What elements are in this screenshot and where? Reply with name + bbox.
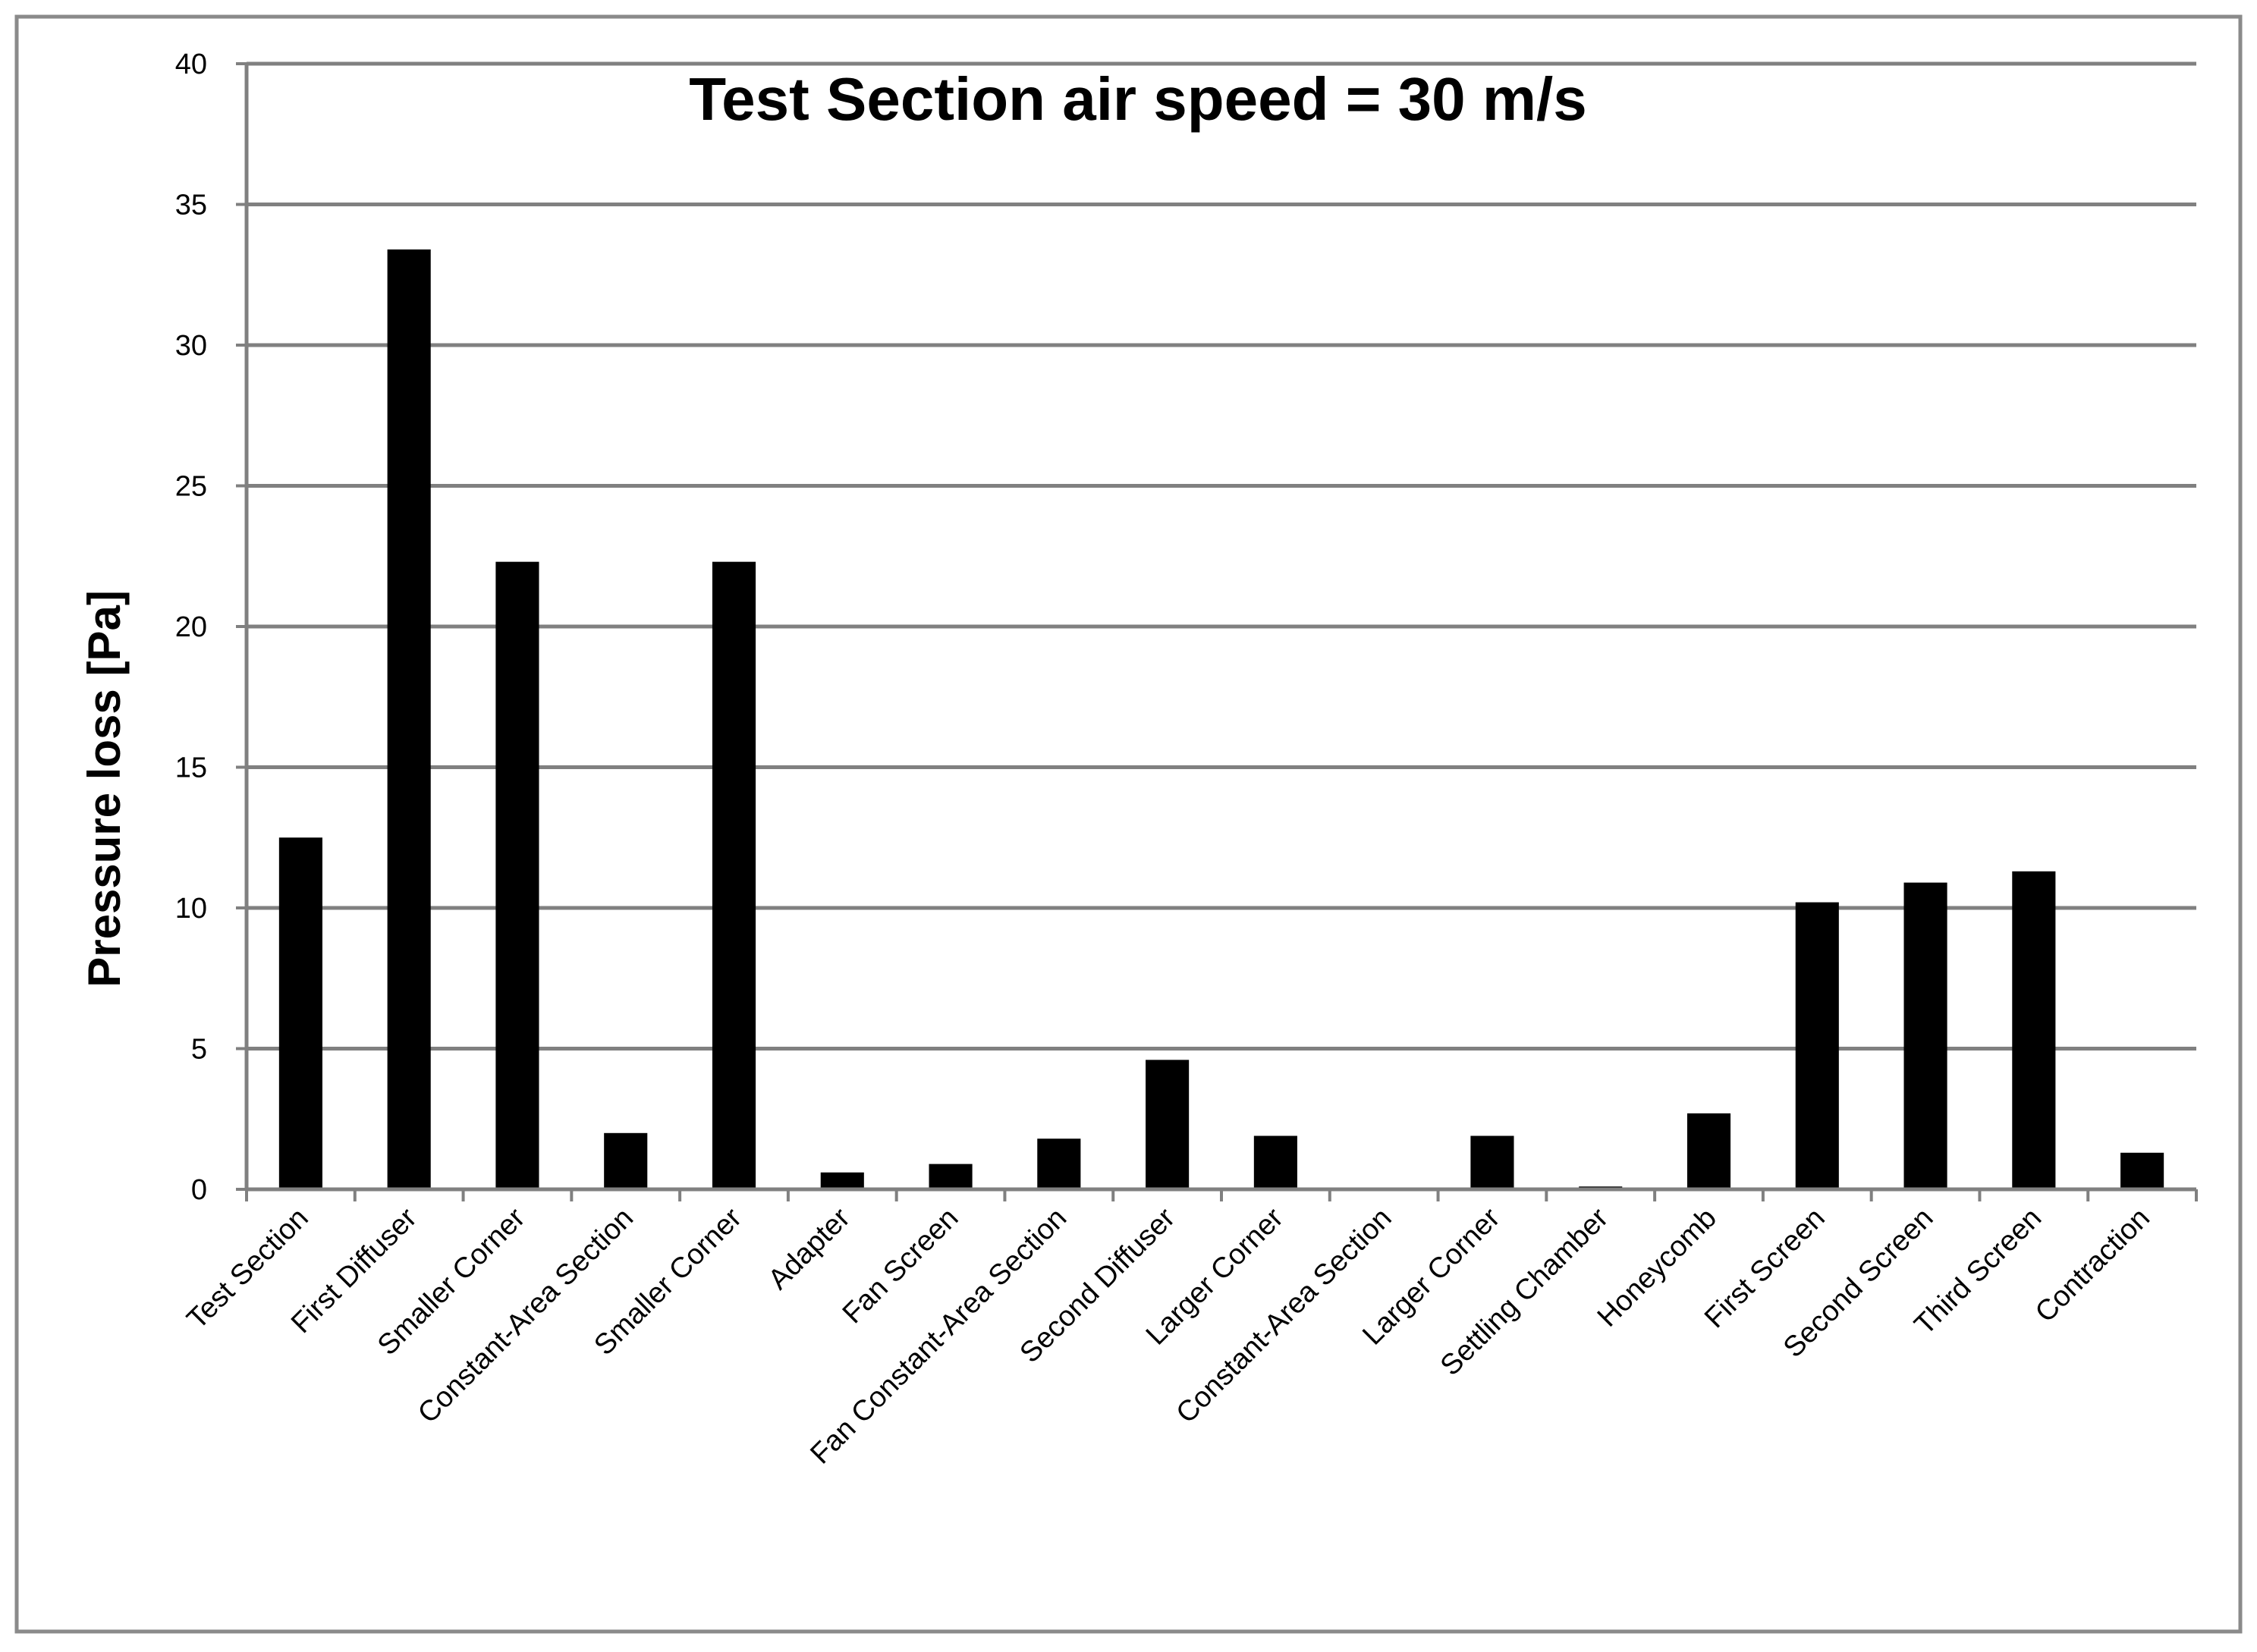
y-tick-label: 10 — [175, 893, 207, 925]
y-tick-label: 35 — [175, 190, 207, 221]
bar — [1903, 882, 1947, 1189]
bar — [2120, 1152, 2164, 1189]
y-tick-label: 25 — [175, 471, 207, 503]
bar — [820, 1172, 864, 1189]
y-tick-label: 5 — [191, 1034, 207, 1066]
chart-border — [14, 14, 2243, 1634]
chart-title: Test Section air speed = 30 m/s — [689, 65, 1586, 133]
y-tick-label: 0 — [191, 1174, 207, 1206]
gridlines — [247, 61, 2196, 1051]
y-axis-ticks: 0 5 10 15 20 25 30 35 40 — [175, 49, 247, 1206]
y-tick-label: 15 — [175, 752, 207, 784]
bar — [1253, 1135, 1297, 1189]
bar — [1037, 1138, 1081, 1189]
bar — [278, 837, 322, 1189]
bar — [1795, 902, 1839, 1189]
bar — [1686, 1113, 1731, 1189]
y-tick-label: 20 — [175, 611, 207, 643]
bar — [495, 561, 539, 1189]
bar — [1146, 1060, 1190, 1189]
bar — [1470, 1135, 1514, 1189]
bars — [278, 249, 2164, 1189]
bar — [604, 1132, 648, 1189]
bar — [712, 561, 756, 1189]
bar — [387, 249, 431, 1189]
y-axis-label: Pressure loss [Pa] — [79, 590, 130, 988]
bar — [2012, 871, 2056, 1189]
y-tick-label: 30 — [175, 330, 207, 362]
y-tick-label: 40 — [175, 49, 207, 80]
bar — [929, 1164, 973, 1189]
